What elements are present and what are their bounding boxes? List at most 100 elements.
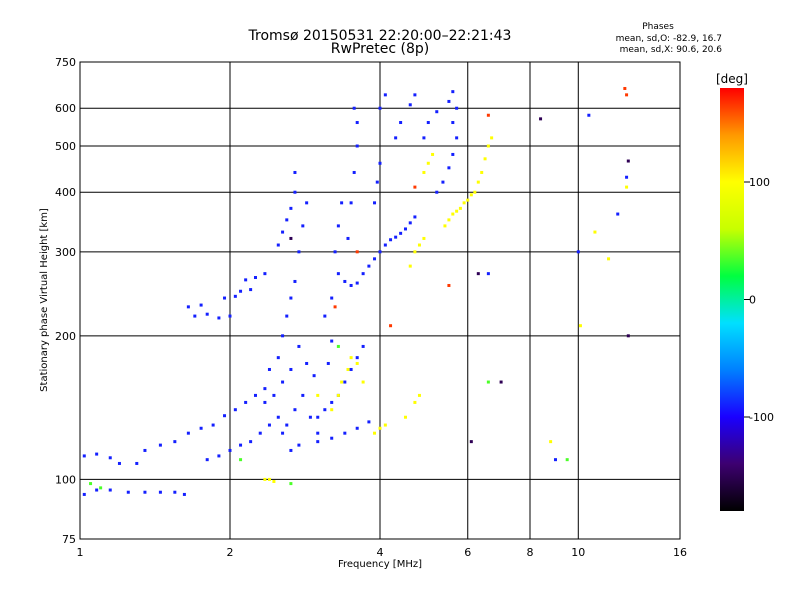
data-point [186, 431, 190, 435]
data-point [426, 161, 430, 165]
colorbar-ticks: 100 0 -100 [744, 176, 774, 424]
data-point [285, 314, 289, 318]
data-point [239, 443, 243, 447]
data-point [205, 312, 209, 316]
data-point [308, 415, 312, 419]
data-point [625, 93, 629, 97]
data-point [373, 257, 377, 261]
data-point [305, 201, 309, 205]
data-point [244, 400, 248, 404]
data-point [375, 180, 379, 184]
data-point [476, 180, 480, 184]
data-point [435, 190, 439, 194]
data-point [199, 426, 203, 430]
data-point [117, 461, 121, 465]
data-point [346, 236, 350, 240]
x-tick-label: 10 [571, 546, 585, 559]
data-point [343, 279, 347, 283]
data-point [316, 431, 320, 435]
data-point [455, 209, 459, 213]
data-point [355, 281, 359, 285]
data-point [422, 236, 426, 240]
data-point [343, 431, 347, 435]
data-point [205, 458, 209, 462]
data-point [593, 230, 597, 234]
data-point [587, 113, 591, 117]
data-point [378, 106, 382, 110]
data-point [239, 289, 243, 293]
data-point [486, 113, 490, 117]
data-point [343, 380, 347, 384]
data-point [135, 461, 139, 465]
data-point [297, 250, 301, 254]
data-point [625, 185, 629, 189]
data-point [486, 144, 490, 148]
data-point [447, 166, 451, 170]
data-point [217, 316, 221, 320]
data-point [330, 400, 334, 404]
data-point [305, 361, 309, 365]
data-point [413, 250, 417, 254]
y-tick-label: 200 [55, 330, 76, 343]
data-point [549, 440, 553, 444]
data-point [352, 170, 356, 174]
x-tick-label: 2 [227, 546, 234, 559]
data-point [367, 420, 371, 424]
data-point [394, 235, 398, 239]
data-point [355, 426, 359, 430]
data-point [333, 305, 337, 309]
data-point [435, 110, 439, 114]
data-point [330, 339, 334, 343]
data-point [426, 121, 430, 125]
data-point [258, 431, 262, 435]
data-point [272, 479, 276, 483]
data-point [233, 408, 237, 412]
data-point [326, 361, 330, 365]
data-point [323, 314, 327, 318]
data-point [349, 367, 353, 371]
colorbar-label: [deg] [716, 72, 748, 86]
y-axis-ticks: 75 100 200 300 400 500 600 750 [55, 56, 76, 546]
data-point [289, 482, 293, 486]
y-axis-label: Stationary phase Virtual Height [km] [39, 208, 50, 392]
data-point [182, 492, 186, 496]
data-point [378, 250, 382, 254]
data-point [441, 180, 445, 184]
data-point [355, 144, 359, 148]
data-point [82, 492, 86, 496]
data-point [383, 423, 387, 427]
data-point [336, 272, 340, 276]
data-point [447, 99, 451, 103]
data-point [281, 380, 285, 384]
data-point [413, 93, 417, 97]
data-point [367, 264, 371, 268]
data-point [451, 90, 455, 94]
data-point [340, 380, 344, 384]
data-point [82, 454, 86, 458]
data-point [263, 272, 267, 276]
data-point [408, 221, 412, 225]
data-point [333, 250, 337, 254]
data-point [476, 272, 480, 276]
data-point [422, 170, 426, 174]
data-point [349, 356, 353, 360]
data-point [223, 296, 227, 300]
data-point [99, 486, 103, 490]
data-point [173, 440, 177, 444]
data-point [289, 206, 293, 210]
data-point [289, 236, 293, 240]
data-point [281, 230, 285, 234]
x-axis-ticks: 1 2 4 6 8 10 16 [77, 546, 688, 559]
colorbar [720, 88, 744, 511]
data-point [95, 488, 99, 492]
data-point [408, 264, 412, 268]
data-point [89, 482, 93, 486]
data-point [297, 443, 301, 447]
data-point [403, 227, 407, 231]
data-point [158, 490, 162, 494]
data-point [276, 356, 280, 360]
data-point [285, 423, 289, 427]
data-point [389, 238, 393, 242]
data-points [82, 86, 630, 496]
